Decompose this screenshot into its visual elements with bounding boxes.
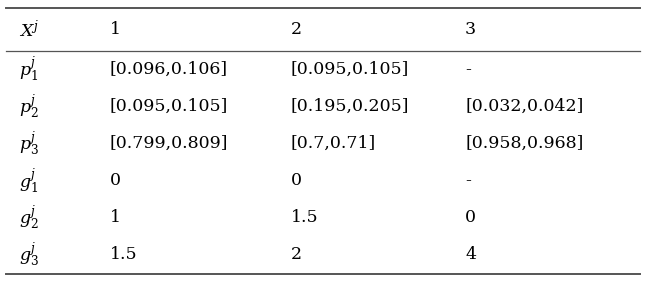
Text: [0.095,0.105]: [0.095,0.105] [291, 61, 409, 78]
Text: [0.095,0.105]: [0.095,0.105] [110, 98, 228, 115]
Text: -: - [465, 61, 471, 78]
Text: $g_3^j$: $g_3^j$ [19, 241, 39, 270]
Text: 2: 2 [291, 21, 302, 38]
Text: 1: 1 [110, 209, 121, 226]
Text: $p_2^j$: $p_2^j$ [19, 92, 39, 121]
Text: 0: 0 [291, 172, 302, 189]
Text: [0.032,0.042]: [0.032,0.042] [465, 98, 583, 115]
Text: [0.958,0.968]: [0.958,0.968] [465, 135, 583, 152]
Text: $g_1^j$: $g_1^j$ [19, 166, 39, 195]
Text: 0: 0 [465, 209, 476, 226]
Text: $g_2^j$: $g_2^j$ [19, 203, 39, 232]
Text: [0.195,0.205]: [0.195,0.205] [291, 98, 409, 115]
Text: 2: 2 [291, 246, 302, 263]
Text: 0: 0 [110, 172, 121, 189]
Text: 1.5: 1.5 [110, 246, 138, 263]
Text: -: - [465, 172, 471, 189]
Text: 4: 4 [465, 246, 476, 263]
Text: 1: 1 [110, 21, 121, 38]
Text: [0.799,0.809]: [0.799,0.809] [110, 135, 228, 152]
Text: [0.096,0.106]: [0.096,0.106] [110, 61, 228, 78]
Text: $X^j$: $X^j$ [19, 19, 39, 41]
Text: $p_1^j$: $p_1^j$ [19, 54, 39, 84]
Text: 3: 3 [465, 21, 476, 38]
Text: [0.7,0.71]: [0.7,0.71] [291, 135, 376, 152]
Text: $p_3^j$: $p_3^j$ [19, 129, 39, 158]
Text: 1.5: 1.5 [291, 209, 318, 226]
